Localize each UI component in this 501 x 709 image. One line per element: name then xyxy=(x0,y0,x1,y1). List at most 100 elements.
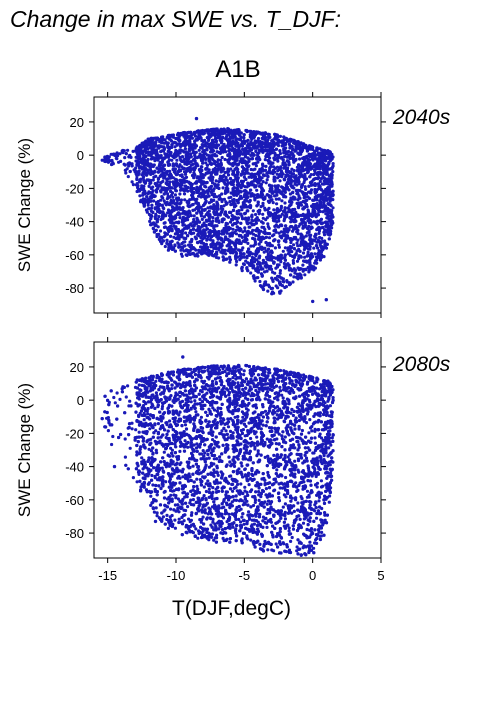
data-point xyxy=(246,222,250,226)
data-point xyxy=(289,183,293,187)
data-point xyxy=(259,182,263,187)
data-point xyxy=(164,141,168,145)
data-point xyxy=(248,263,252,267)
data-point xyxy=(316,172,321,176)
data-point xyxy=(291,152,295,156)
data-point xyxy=(317,251,321,256)
data-point xyxy=(258,254,262,258)
data-point xyxy=(126,148,130,152)
data-point xyxy=(281,230,285,234)
data-point xyxy=(180,173,184,177)
data-point xyxy=(319,177,323,181)
data-point xyxy=(124,152,128,156)
data-point xyxy=(315,261,319,265)
data-point xyxy=(151,227,155,231)
data-point xyxy=(161,196,165,200)
data-point xyxy=(311,152,315,156)
data-point xyxy=(264,181,268,185)
data-point xyxy=(158,144,162,148)
data-point xyxy=(156,158,160,162)
data-point xyxy=(178,207,182,211)
data-point xyxy=(299,202,303,206)
data-point xyxy=(186,234,190,238)
data-point xyxy=(284,224,288,228)
data-point xyxy=(196,130,200,134)
data-point xyxy=(283,258,287,262)
data-point xyxy=(145,195,149,199)
data-point xyxy=(230,202,234,206)
data-point xyxy=(185,153,189,157)
data-point xyxy=(203,173,207,177)
data-point xyxy=(149,217,153,221)
data-point xyxy=(294,237,298,241)
data-point xyxy=(237,209,241,213)
data-point xyxy=(183,184,187,188)
data-point xyxy=(314,195,318,199)
data-point xyxy=(248,198,252,203)
data-point xyxy=(256,260,260,264)
data-point xyxy=(193,166,197,170)
data-point xyxy=(152,199,156,203)
data-point xyxy=(310,183,314,187)
data-point xyxy=(211,216,215,220)
data-point xyxy=(261,221,265,225)
data-point xyxy=(135,163,139,167)
data-point xyxy=(331,189,335,193)
data-point xyxy=(302,176,306,180)
data-point xyxy=(215,252,219,256)
data-point xyxy=(261,164,265,168)
data-point xyxy=(148,181,152,186)
data-point xyxy=(232,128,236,132)
data-point xyxy=(223,191,227,195)
data-point xyxy=(135,177,139,182)
data-point xyxy=(176,198,181,202)
data-point xyxy=(288,156,292,161)
data-point xyxy=(250,230,254,234)
data-point xyxy=(235,225,239,229)
data-point xyxy=(228,200,232,204)
data-point xyxy=(273,154,277,158)
data-point xyxy=(289,210,293,214)
data-point xyxy=(234,154,239,159)
data-point xyxy=(271,201,275,205)
data-point xyxy=(283,246,287,250)
data-point xyxy=(219,205,223,209)
data-point xyxy=(271,279,275,283)
data-point xyxy=(295,192,299,196)
data-point xyxy=(246,191,250,195)
data-point xyxy=(287,266,291,270)
data-point xyxy=(273,246,277,250)
data-point xyxy=(323,164,327,168)
data-point xyxy=(197,204,201,208)
data-point xyxy=(288,200,292,204)
data-point xyxy=(161,157,165,161)
data-point xyxy=(103,155,107,159)
data-point xyxy=(210,140,214,144)
data-point xyxy=(236,141,240,145)
data-point xyxy=(326,208,330,212)
data-point xyxy=(169,151,173,155)
data-point xyxy=(227,196,231,200)
data-point xyxy=(131,149,135,153)
data-point xyxy=(304,187,308,191)
data-point xyxy=(278,179,282,183)
data-point xyxy=(237,149,241,153)
data-point xyxy=(328,167,332,171)
data-point xyxy=(143,181,147,185)
data-point xyxy=(157,237,161,241)
data-point xyxy=(322,154,326,158)
data-point xyxy=(210,229,215,234)
data-point xyxy=(181,143,185,147)
data-point xyxy=(309,221,313,225)
data-point xyxy=(213,224,217,228)
data-point xyxy=(284,264,288,268)
data-point xyxy=(172,183,177,187)
data-point xyxy=(149,223,153,227)
data-point xyxy=(198,155,202,159)
data-point xyxy=(155,220,159,224)
data-point xyxy=(231,136,235,140)
data-point xyxy=(207,201,211,205)
data-point xyxy=(206,191,210,195)
data-point xyxy=(192,224,196,228)
data-point xyxy=(205,147,209,151)
